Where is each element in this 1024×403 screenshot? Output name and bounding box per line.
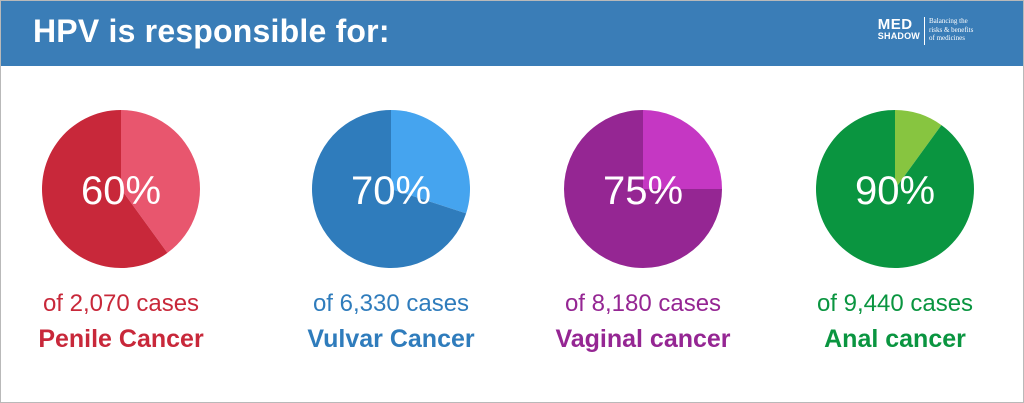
cancer-label: Vaginal cancer — [555, 325, 731, 353]
logo-tagline-line: risks & benefits — [929, 25, 974, 34]
percent-label: 60% — [81, 169, 161, 213]
percent-label: 75% — [603, 169, 683, 213]
cases-text: of 6,330 cases — [312, 290, 470, 317]
logo-shadow-text: SHADOW — [877, 31, 920, 41]
pie-slice-remainder — [643, 110, 722, 189]
logo-tagline: Balancing the risks & benefits of medici… — [929, 17, 989, 43]
pie-slice-remainder — [895, 110, 942, 189]
logo-wordmark: MED SHADOW — [878, 17, 920, 41]
cancer-label: Anal cancer — [824, 325, 966, 353]
percent-label: 70% — [351, 169, 431, 213]
charts-area: 60% 70% 75% 90% of 2,070 cases Penile Cance… — [1, 66, 1023, 402]
pie-slice-remainder — [391, 110, 470, 214]
pie-slice-hpv — [312, 110, 467, 268]
pie-slice-hpv — [816, 110, 974, 268]
cancer-label: Penile Cancer — [38, 325, 204, 353]
pie-charts: 60% 70% 75% 90% — [41, 110, 974, 268]
header-bar: HPV is responsible for: MED SHADOW Balan… — [1, 1, 1023, 66]
logo-med-text: MED — [877, 16, 913, 33]
cases-text: of 2,070 cases — [42, 290, 200, 317]
pie-slice-hpv — [41, 110, 168, 268]
logo-tagline-line: of medicines — [929, 34, 965, 42]
cancer-label: Vulvar Cancer — [307, 325, 475, 353]
cases-text: of 9,440 cases — [816, 290, 974, 317]
pie-slice-remainder — [121, 110, 200, 253]
medshadow-logo: MED SHADOW Balancing the risks & benefit… — [878, 17, 989, 45]
cases-text: of 8,180 cases — [564, 290, 722, 317]
pie-slice-hpv — [564, 110, 722, 268]
percent-label: 90% — [855, 169, 935, 213]
page-title: HPV is responsible for: — [33, 13, 390, 49]
logo-divider — [924, 17, 925, 45]
logo-tagline-line: Balancing the — [929, 17, 968, 25]
